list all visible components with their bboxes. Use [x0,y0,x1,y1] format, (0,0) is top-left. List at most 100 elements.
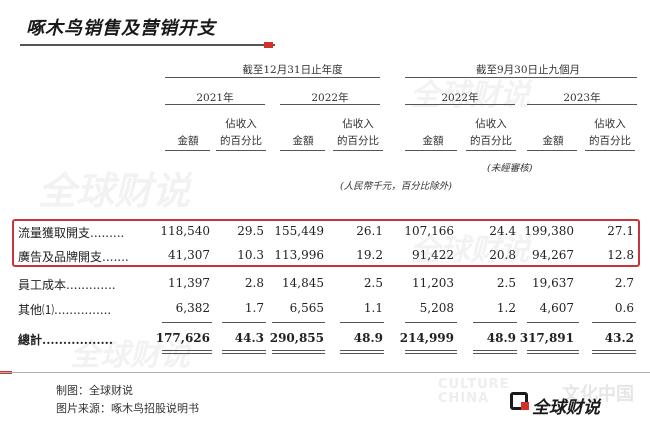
title-divider [20,44,275,46]
cell-value: 1.1 [363,301,383,315]
cell-value: 199,380 [524,224,574,238]
year-rule-2021 [165,104,265,105]
total-double-rule [272,353,325,354]
cell-value: 12.8 [607,248,634,262]
total-double-rule [527,353,579,354]
table-row-total: 總計................. 177,626 44.3 290,855… [12,328,640,350]
cell-value: 2.5 [496,276,516,290]
brand-watermark-cn-faded: 文化中国 [562,384,634,405]
cell-value: 107,166 [404,224,454,238]
col-header-amount: 金額 [542,135,564,147]
cell-value: 27.1 [607,224,634,238]
cell-value: 0.6 [614,301,634,315]
total-double-rule [222,353,266,354]
cell-value: 5,208 [419,301,454,315]
subtotal-rule [340,322,384,323]
total-double-rule [162,350,212,351]
page-title: 啄木鸟销售及营销开支 [26,18,216,39]
cell-value: 11,397 [168,276,210,290]
cell-value: 44.3 [234,331,264,345]
header-group-annual-rule [165,77,380,78]
watermark-text: 全球财说 [410,233,530,268]
total-double-rule [592,353,636,354]
highlight-box [12,219,640,267]
cell-value: 2.8 [244,276,264,290]
col-underline [333,150,383,151]
footer-divider [0,372,650,373]
table-row: 員工成本............. 11,397 2.8 14,845 2.5 … [12,273,640,295]
unit-note: (人民幣千元，百分比除外) [340,181,452,192]
col-header-pct: 的百分比 [220,135,262,147]
subtotal-rule [222,322,266,323]
cell-value: 2.7 [614,276,634,290]
col-header-pct: 的百分比 [589,135,631,147]
col-header-pct: 佔收入 [475,118,507,130]
cell-value: 14,845 [282,276,324,290]
subtotal-rule [272,322,325,323]
watermark-text: 全球财说 [70,338,190,373]
year-header-2023-9m: 2023年 [563,92,601,104]
cell-value: 94,267 [532,248,574,262]
cell-value: 20.8 [489,248,516,262]
brand-watermark-en: CULTURE CHINA [438,377,510,406]
table-row: 流量獲取開支......... 118,540 29.5 155,449 26.… [12,221,640,243]
brand-logo-dot-icon [521,402,529,410]
cell-value: 24.4 [489,224,516,238]
row-label: 總計................. [18,333,114,347]
total-double-rule [405,353,457,354]
header-group-nine-months: 截至9月30日止九個月 [475,64,581,76]
watermark-text: 全球财说 [410,78,530,113]
table-row: 廣告及品牌開支....... 41,307 10.3 113,996 19.2 … [12,245,640,267]
cell-value: 6,565 [289,301,324,315]
total-double-rule [405,350,457,351]
cell-value: 48.9 [486,331,516,345]
cell-value: 113,996 [274,248,324,262]
cell-value: 118,540 [160,224,210,238]
col-underline [466,150,516,151]
header-group-annual: 截至12月31日止年度 [242,64,343,76]
col-underline [165,150,210,151]
cell-value: 19.2 [356,248,383,262]
cell-value: 155,449 [274,224,324,238]
table-row: 其他⑴............... 6,382 1.7 6,565 1.1 5… [12,298,640,320]
col-header-amount: 金額 [422,135,444,147]
col-underline [527,150,577,151]
watermark-text: 全球财说 [38,169,191,213]
total-double-rule [592,350,636,351]
footer-maker: 制图：全球财说 [56,384,133,397]
cell-value: 10.3 [237,248,264,262]
cell-value: 29.5 [237,224,264,238]
total-double-rule [473,350,517,351]
year-header-2021: 2021年 [196,92,234,104]
total-double-rule [162,353,212,354]
cell-value: 317,891 [519,331,574,345]
row-label: 其他⑴............... [18,303,112,317]
col-header-pct: 佔收入 [225,118,257,130]
cell-value: 214,999 [399,331,454,345]
col-header-amount: 金額 [292,135,314,147]
row-label: 流量獲取開支......... [18,226,125,240]
cell-value: 1.2 [496,301,516,315]
col-underline [216,150,266,151]
total-double-rule [527,350,579,351]
year-rule-2022 [280,104,380,105]
total-double-rule [473,353,517,354]
cell-value: 1.7 [244,301,264,315]
row-label: 廣告及品牌開支....... [18,250,129,264]
brand-watermark-cn: 全球财说 [532,398,600,418]
row-label: 員工成本............. [18,278,116,292]
header-group-nine-months-rule [405,77,637,78]
col-header-pct: 的百分比 [470,135,512,147]
cell-value: 4,607 [539,301,574,315]
year-rule-2023-9m [527,104,637,105]
col-header-amount: 金額 [177,135,199,147]
cell-value: 290,855 [269,331,324,345]
col-header-pct: 佔收入 [594,118,626,130]
unaudited-note: (未經審核) [487,163,533,174]
subtotal-rule [405,322,457,323]
cell-value: 177,626 [155,331,210,345]
cell-value: 19,637 [532,276,574,290]
total-double-rule [272,350,325,351]
subtotal-rule [527,322,579,323]
subtotal-rule [592,322,636,323]
